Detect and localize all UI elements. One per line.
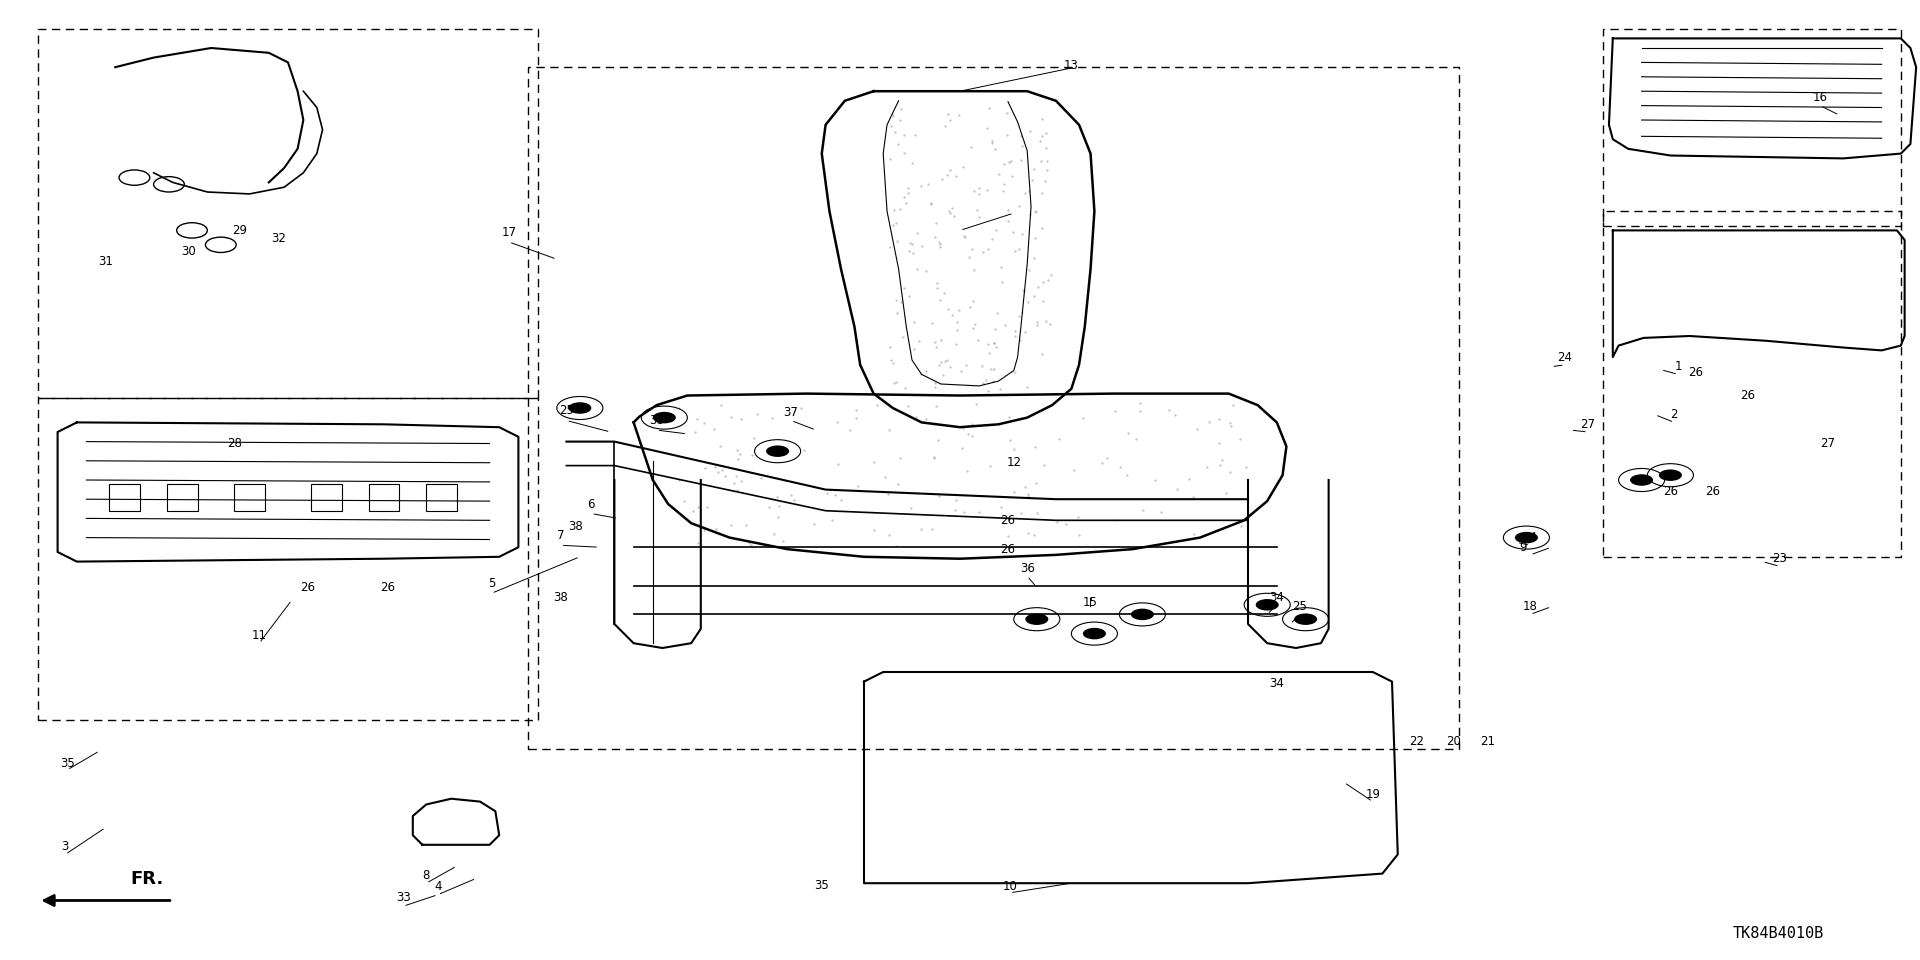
Text: 6: 6 bbox=[588, 497, 595, 511]
Text: 26: 26 bbox=[1740, 389, 1755, 402]
Text: 26: 26 bbox=[1000, 542, 1016, 556]
Text: 14: 14 bbox=[1523, 531, 1538, 544]
Bar bbox=[1603, 211, 1901, 557]
Circle shape bbox=[1515, 532, 1538, 543]
Circle shape bbox=[1294, 613, 1317, 625]
Bar bbox=[311, 484, 342, 511]
Bar bbox=[38, 398, 538, 720]
Text: 7: 7 bbox=[557, 529, 564, 542]
Text: 25: 25 bbox=[559, 404, 574, 418]
Circle shape bbox=[1630, 474, 1653, 486]
Bar bbox=[38, 29, 538, 398]
Circle shape bbox=[766, 445, 789, 457]
Circle shape bbox=[1659, 469, 1682, 481]
Text: 27: 27 bbox=[1820, 437, 1836, 450]
Text: 26: 26 bbox=[1705, 485, 1720, 498]
Text: 34: 34 bbox=[1269, 590, 1284, 604]
Text: 10: 10 bbox=[1002, 879, 1018, 893]
Text: 35: 35 bbox=[60, 756, 75, 770]
Text: 38: 38 bbox=[553, 590, 568, 604]
Text: 9: 9 bbox=[1519, 540, 1526, 554]
Text: 26: 26 bbox=[1000, 514, 1016, 527]
Bar bbox=[528, 67, 1459, 749]
Text: 3: 3 bbox=[61, 840, 69, 853]
Text: 24: 24 bbox=[1557, 350, 1572, 364]
Bar bbox=[234, 484, 265, 511]
Text: 25: 25 bbox=[1292, 600, 1308, 613]
Text: 26: 26 bbox=[1688, 366, 1703, 379]
Bar bbox=[426, 484, 457, 511]
Circle shape bbox=[1083, 628, 1106, 639]
Text: 2: 2 bbox=[1670, 408, 1678, 421]
Bar bbox=[167, 484, 198, 511]
Text: 35: 35 bbox=[814, 878, 829, 892]
Text: 4: 4 bbox=[434, 879, 442, 893]
Text: TK84B4010B: TK84B4010B bbox=[1732, 925, 1824, 941]
Text: 8: 8 bbox=[422, 869, 430, 882]
Text: 19: 19 bbox=[1365, 788, 1380, 802]
Text: 38: 38 bbox=[649, 414, 664, 427]
Circle shape bbox=[1131, 609, 1154, 620]
Text: 13: 13 bbox=[1064, 59, 1079, 72]
Text: 27: 27 bbox=[1580, 418, 1596, 431]
Text: 16: 16 bbox=[1812, 91, 1828, 105]
Text: 26: 26 bbox=[300, 581, 315, 594]
Text: 17: 17 bbox=[501, 226, 516, 239]
Circle shape bbox=[1025, 613, 1048, 625]
Text: 20: 20 bbox=[1446, 734, 1461, 748]
Text: 34: 34 bbox=[1269, 677, 1284, 690]
Text: 5: 5 bbox=[488, 577, 495, 590]
Bar bbox=[109, 484, 140, 511]
Text: 23: 23 bbox=[1772, 552, 1788, 565]
Text: 18: 18 bbox=[1523, 600, 1538, 613]
Text: 12: 12 bbox=[1006, 456, 1021, 469]
Text: 21: 21 bbox=[1480, 734, 1496, 748]
Text: 37: 37 bbox=[783, 406, 799, 420]
Text: 22: 22 bbox=[1409, 734, 1425, 748]
Text: 36: 36 bbox=[1020, 562, 1035, 575]
Circle shape bbox=[653, 412, 676, 423]
Text: 26: 26 bbox=[1663, 485, 1678, 498]
Circle shape bbox=[1256, 599, 1279, 611]
Text: FR.: FR. bbox=[131, 870, 163, 888]
Text: 28: 28 bbox=[227, 437, 242, 450]
Bar bbox=[369, 484, 399, 511]
Text: 1: 1 bbox=[1674, 360, 1682, 373]
Circle shape bbox=[568, 402, 591, 414]
Text: 31: 31 bbox=[98, 254, 113, 268]
Bar bbox=[1603, 29, 1901, 226]
Text: 33: 33 bbox=[396, 891, 411, 904]
Text: 26: 26 bbox=[380, 581, 396, 594]
Text: 32: 32 bbox=[271, 231, 286, 245]
Text: 29: 29 bbox=[232, 224, 248, 237]
Text: 11: 11 bbox=[252, 629, 267, 642]
Text: 38: 38 bbox=[568, 519, 584, 533]
Text: 15: 15 bbox=[1083, 596, 1098, 610]
Text: 30: 30 bbox=[180, 245, 196, 258]
